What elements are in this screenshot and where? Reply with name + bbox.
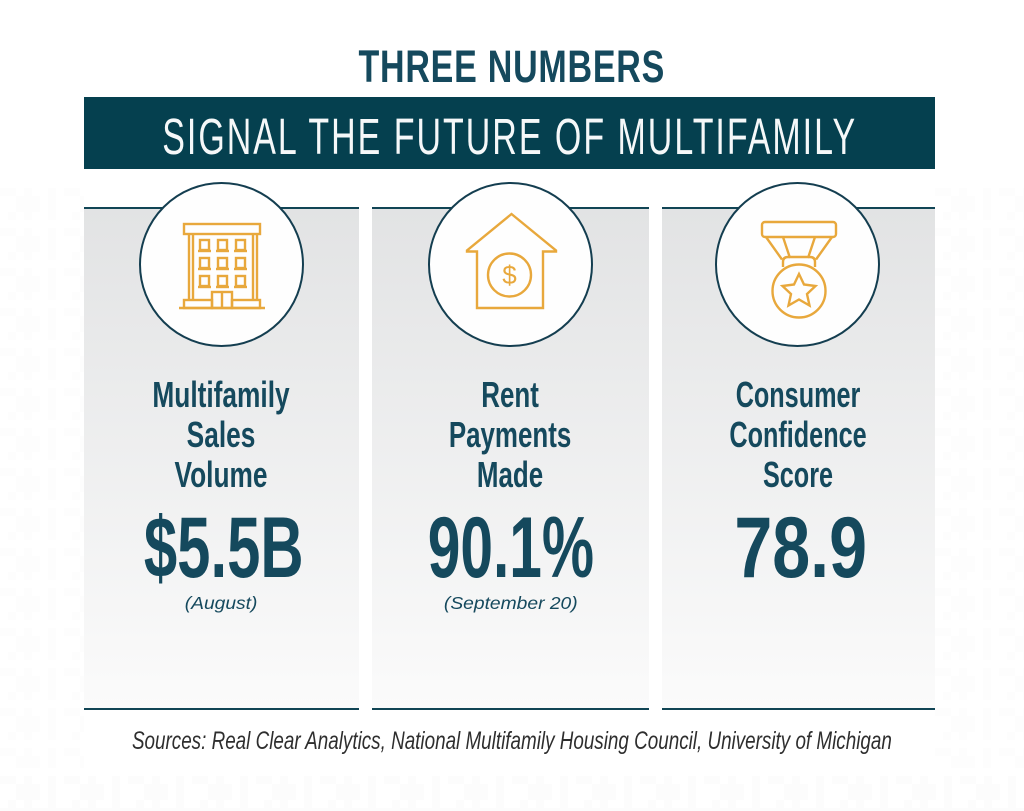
svg-text:$: $ bbox=[502, 260, 517, 290]
